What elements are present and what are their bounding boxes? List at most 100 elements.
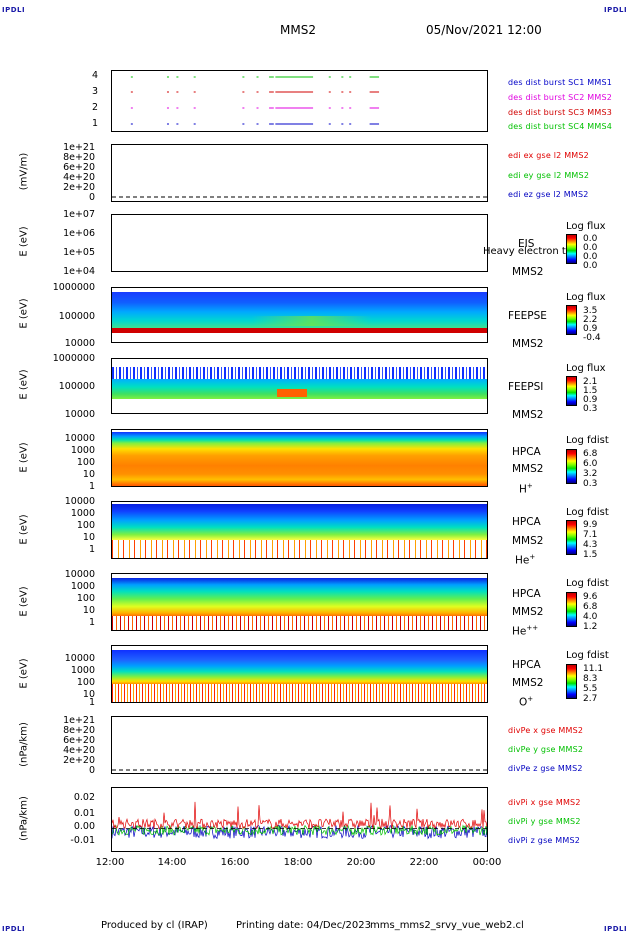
hpca-he-ytick-4: 1: [88, 544, 95, 555]
page-date: 05/Nov/2021 12:00: [426, 23, 542, 37]
legend-divpe-y: divPe y gse MMS2: [508, 745, 584, 754]
eis-ytick-3: 1e+04: [63, 266, 95, 277]
burst-plot: [130, 76, 380, 125]
feepse-cb-val-2: 0.9: [583, 324, 598, 334]
feepsi-ytick-0: 1000000: [52, 353, 95, 364]
hpca-h-cb-val-2: 3.2: [583, 469, 598, 479]
hpca-o-ytick-1: 1000: [70, 665, 95, 676]
hpca-h-ytick-1: 1000: [70, 445, 95, 456]
hpca-hepp-species: He++: [512, 624, 538, 638]
panel-eis: [111, 214, 488, 272]
hpca-o-sparse: [112, 684, 487, 702]
hpca-hepp-ytick-3: 10: [82, 605, 95, 616]
xtick-4: 20:00: [346, 857, 376, 868]
hpca-o-cb-val-1: 8.3: [583, 674, 598, 684]
hpca-h-cb-val-3: 0.3: [583, 479, 598, 489]
feepsi-ylabel: E (eV): [18, 369, 30, 400]
hpca-h-cb-val-1: 6.0: [583, 459, 598, 469]
hpca-he-species-name: He: [515, 554, 530, 567]
xtick-5: 22:00: [409, 857, 439, 868]
feepsi-cb-title: Log flux: [566, 363, 606, 374]
feepsi-colorbar: [566, 376, 577, 406]
hpca-hepp-sc-label: MMS2: [512, 606, 544, 618]
burst-ytick-4: 4: [91, 70, 98, 81]
panel-hpca-hepp: [111, 573, 488, 631]
hpca-o-cb-title: Log fdist: [566, 650, 609, 661]
legend-edi-x: edi ex gse l2 MMS2: [508, 151, 589, 160]
feepse-ytick-1: 100000: [58, 311, 95, 322]
divpi-plot: [112, 801, 487, 840]
hpca-he-ytick-0: 10000: [64, 496, 95, 507]
edi-ytick-2: 6e+20: [63, 162, 95, 173]
hpca-hepp-cb-val-2: 4.0: [583, 612, 598, 622]
hpca-hepp-species-name: He: [512, 625, 527, 638]
hpca-o-top-band: [112, 650, 487, 666]
panel-edi: [111, 144, 488, 202]
feepse-low-band: [112, 328, 487, 333]
burst-ytick-1: 1: [91, 118, 98, 129]
xtick-0: 12:00: [95, 857, 125, 868]
legend-divpi-z: divPi z gse MMS2: [508, 836, 581, 845]
legend-divpi-x: divPi x gse MMS2: [508, 798, 581, 807]
feepse-ytick-2: 10000: [64, 338, 95, 349]
hpca-hepp-inst-label: HPCA: [512, 588, 541, 600]
feepsi-cb-val-1: 1.5: [583, 386, 598, 396]
hpca-h-ytick-2: 100: [76, 457, 95, 468]
hpca-he-inst-label: HPCA: [512, 516, 541, 528]
eis-ytick-1: 1e+06: [63, 228, 95, 239]
hpca-o-cb-val-0: 11.1: [583, 664, 604, 674]
divpe-ytick-1: 8e+20: [63, 725, 95, 736]
eis-cb-val-3: 0.0: [583, 261, 598, 271]
eis-inst-label: EIS: [518, 238, 535, 250]
feepse-cb-val-1: 2.2: [583, 315, 598, 325]
hpca-hepp-cb-val-1: 6.8: [583, 602, 598, 612]
eis-cb-title: Log flux: [566, 221, 606, 232]
hpca-o-inst-label: HPCA: [512, 659, 541, 671]
hpca-hepp-species-charge: ++: [526, 624, 539, 632]
edi-ytick-5: 0: [88, 192, 95, 203]
legend-divpe-x: divPe x gse MMS2: [508, 726, 584, 735]
hpca-o-spectrogram: [112, 666, 487, 684]
panel-hpca-he: [111, 501, 488, 559]
hpca-hepp-cb-title: Log fdist: [566, 578, 609, 589]
feepsi-inst-label: FEEPSI: [508, 381, 544, 393]
hpca-o-ytick-2: 100: [76, 677, 95, 688]
feepsi-sc-label: MMS2: [512, 409, 544, 421]
footer-script-name: mms_mms2_srvy_vue_web2.cl: [370, 920, 524, 931]
hpca-hepp-cb-val-3: 1.2: [583, 622, 598, 632]
divpi-series-y: [112, 824, 487, 837]
divpi-series-x: [112, 801, 487, 830]
eis-sc-label: MMS2: [512, 266, 544, 278]
divpe-ytick-4: 2e+20: [63, 755, 95, 766]
feepsi-ytick-2: 10000: [64, 409, 95, 420]
feepse-cb-val-0: 3.5: [583, 306, 598, 316]
panel-feepse: [111, 287, 488, 343]
divpi-ylabel: (nPa/km): [18, 796, 30, 841]
feepse-colorbar: [566, 305, 577, 335]
edi-ytick-4: 2e+20: [63, 182, 95, 193]
hpca-o-cb-val-3: 2.7: [583, 694, 598, 704]
hpca-h-sc-label: MMS2: [512, 463, 544, 475]
feepse-ylabel: E (eV): [18, 298, 30, 329]
hpca-hepp-ytick-4: 1: [88, 617, 95, 628]
legend-burst-mms3: des dist burst SC3 MMS3: [508, 108, 613, 117]
hpca-he-cb-val-3: 1.5: [583, 550, 598, 560]
edi-ytick-1: 8e+20: [63, 152, 95, 163]
eis-colorbar: [566, 234, 577, 264]
footer-produced: Produced by cl (IRAP): [101, 920, 208, 931]
hpca-o-cb-val-2: 5.5: [583, 684, 598, 694]
hpca-hepp-ytick-0: 10000: [64, 569, 95, 580]
eis-cb-val-2: 0.0: [583, 252, 598, 262]
panel-divpe: [111, 716, 488, 774]
divpi-ytick-3: -0.01: [70, 835, 95, 846]
panel-burst: [111, 70, 488, 132]
feepsi-cb-val-3: 0.3: [583, 404, 598, 414]
hpca-o-ylabel: E (eV): [18, 658, 30, 689]
edi-plot: [112, 196, 487, 198]
feepse-sc-label: MMS2: [512, 338, 544, 350]
divpe-ytick-5: 0: [88, 765, 95, 776]
divpe-ytick-2: 6e+20: [63, 735, 95, 746]
legend-edi-z: edi ez gse l2 MMS2: [508, 190, 589, 199]
hpca-hepp-ytick-1: 1000: [70, 581, 95, 592]
